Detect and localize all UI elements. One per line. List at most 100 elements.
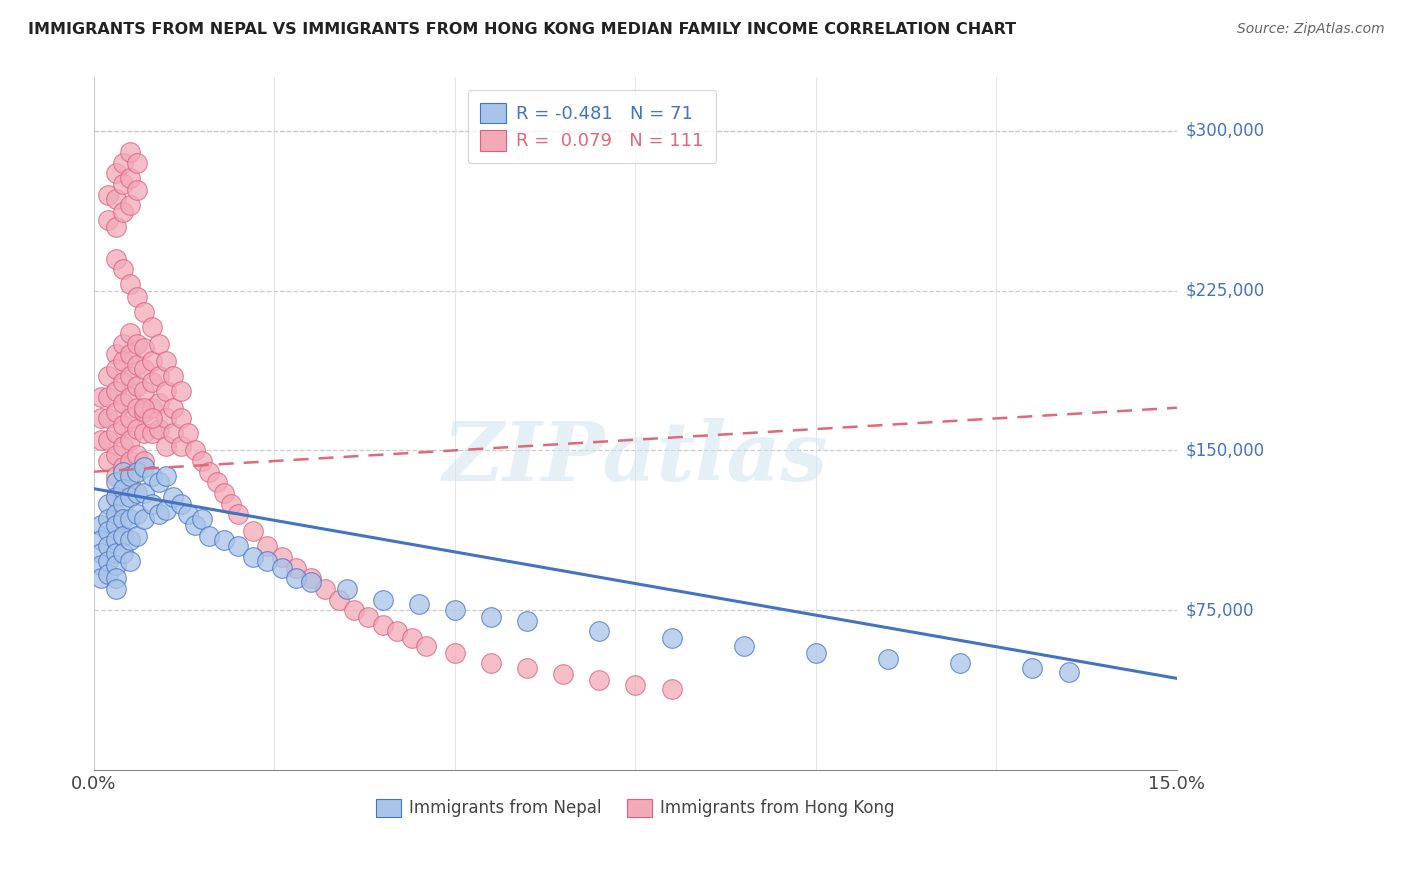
Point	[415, 640, 437, 654]
Point	[588, 673, 610, 688]
Point	[219, 497, 242, 511]
Point	[90, 411, 112, 425]
Point	[1057, 665, 1080, 679]
Point	[111, 354, 134, 368]
Point	[177, 426, 200, 441]
Point	[127, 358, 149, 372]
Point	[877, 652, 900, 666]
Point	[118, 454, 141, 468]
Point	[104, 384, 127, 398]
Point	[141, 375, 163, 389]
Point	[127, 401, 149, 415]
Point	[104, 558, 127, 573]
Point	[169, 439, 191, 453]
Point	[118, 475, 141, 490]
Point	[205, 475, 228, 490]
Point	[104, 166, 127, 180]
Point	[104, 475, 127, 490]
Point	[111, 262, 134, 277]
Point	[97, 368, 120, 383]
Legend: Immigrants from Nepal, Immigrants from Hong Kong: Immigrants from Nepal, Immigrants from H…	[370, 792, 901, 824]
Point	[104, 571, 127, 585]
Point	[624, 678, 647, 692]
Point	[127, 290, 149, 304]
Point	[111, 528, 134, 542]
Point	[104, 490, 127, 504]
Point	[127, 508, 149, 522]
Point	[127, 422, 149, 436]
Point	[97, 454, 120, 468]
Point	[90, 571, 112, 585]
Point	[198, 528, 221, 542]
Point	[141, 401, 163, 415]
Point	[104, 219, 127, 234]
Point	[134, 405, 156, 419]
Point	[198, 465, 221, 479]
Point	[118, 170, 141, 185]
Point	[111, 204, 134, 219]
Point	[104, 192, 127, 206]
Point	[1021, 661, 1043, 675]
Point	[104, 533, 127, 547]
Text: ZIPatlas: ZIPatlas	[443, 418, 828, 499]
Text: $150,000: $150,000	[1185, 442, 1264, 459]
Point	[804, 646, 827, 660]
Point	[228, 539, 250, 553]
Point	[371, 618, 394, 632]
Point	[97, 411, 120, 425]
Point	[97, 433, 120, 447]
Point	[155, 354, 177, 368]
Point	[97, 187, 120, 202]
Point	[111, 511, 134, 525]
Point	[104, 490, 127, 504]
Point	[118, 277, 141, 292]
Point	[104, 582, 127, 596]
Point	[90, 558, 112, 573]
Point	[134, 511, 156, 525]
Point	[97, 566, 120, 581]
Point	[314, 582, 336, 596]
Point	[104, 405, 127, 419]
Point	[127, 155, 149, 169]
Point	[127, 486, 149, 500]
Point	[111, 482, 134, 496]
Point	[242, 549, 264, 564]
Point	[104, 448, 127, 462]
Point	[141, 411, 163, 425]
Point	[141, 497, 163, 511]
Point	[212, 533, 235, 547]
Point	[371, 592, 394, 607]
Point	[141, 469, 163, 483]
Point	[111, 417, 134, 432]
Point	[118, 490, 141, 504]
Point	[111, 155, 134, 169]
Point	[104, 511, 127, 525]
Point	[111, 439, 134, 453]
Point	[177, 508, 200, 522]
Point	[148, 475, 170, 490]
Point	[148, 422, 170, 436]
Point	[97, 213, 120, 227]
Point	[479, 657, 502, 671]
Point	[357, 609, 380, 624]
Point	[118, 469, 141, 483]
Point	[299, 575, 322, 590]
Point	[97, 554, 120, 568]
Point	[148, 336, 170, 351]
Point	[141, 426, 163, 441]
Point	[111, 396, 134, 410]
Point	[118, 347, 141, 361]
Point	[134, 486, 156, 500]
Point	[401, 631, 423, 645]
Point	[134, 401, 156, 415]
Point	[162, 368, 184, 383]
Point	[134, 341, 156, 355]
Point	[270, 560, 292, 574]
Point	[104, 362, 127, 376]
Point	[155, 503, 177, 517]
Point	[148, 368, 170, 383]
Point	[97, 511, 120, 525]
Text: IMMIGRANTS FROM NEPAL VS IMMIGRANTS FROM HONG KONG MEDIAN FAMILY INCOME CORRELAT: IMMIGRANTS FROM NEPAL VS IMMIGRANTS FROM…	[28, 22, 1017, 37]
Point	[661, 681, 683, 696]
Point	[127, 183, 149, 197]
